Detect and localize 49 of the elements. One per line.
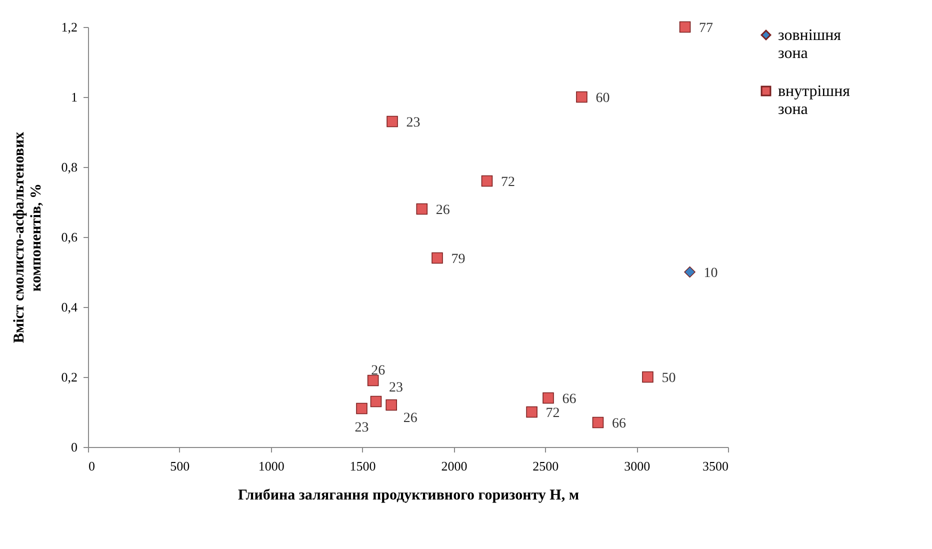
y-tick-label: 0	[71, 440, 78, 454]
point	[526, 406, 538, 418]
annotation: 77	[699, 21, 714, 36]
point	[542, 392, 554, 404]
point	[432, 252, 443, 264]
y-tick-label: 1	[71, 90, 78, 104]
point	[679, 21, 691, 33]
y-tick-label: 0,2	[61, 370, 78, 384]
annotation: 10	[704, 266, 718, 281]
annotation: 66	[612, 416, 626, 432]
annotation: 23	[406, 116, 420, 130]
point	[416, 203, 428, 215]
y-axis-title: Вміст смолисто-асфальтенових компонентів, %	[11, 131, 44, 344]
point	[386, 116, 398, 128]
point	[386, 399, 398, 411]
y-tick-label: 1,2	[61, 20, 78, 34]
x-tick-label: 0	[88, 458, 95, 474]
annotation: 79	[451, 252, 466, 267]
annotation: 26	[436, 203, 450, 218]
annotation: 66	[562, 392, 576, 407]
legend-label: внутрішня зона	[778, 83, 851, 118]
point	[356, 402, 368, 414]
point	[576, 91, 588, 103]
annotation: 72	[500, 175, 515, 190]
point	[370, 396, 382, 408]
point	[367, 374, 379, 386]
x-tick-label: 3500	[702, 458, 728, 474]
legend-label: зовнішня зона	[778, 27, 842, 62]
y-tick-label: 0,8	[61, 160, 78, 174]
x-axis-title: Глибина залягання продуктивного горизонту H, м	[238, 488, 580, 504]
x-tick-label: 3000	[624, 458, 650, 474]
annotation: 26	[371, 364, 386, 378]
annotation: 72	[546, 406, 560, 421]
y-tick-label: 0,4	[61, 300, 78, 314]
annotation: 60	[596, 91, 610, 106]
point	[642, 371, 654, 383]
annotation: 23	[354, 420, 369, 436]
x-tick-label: 2500	[532, 458, 559, 474]
y-tick-label: 0,6	[61, 230, 78, 244]
annotation: 26	[403, 411, 418, 426]
x-tick-label: 1500	[350, 458, 376, 474]
annotation: 23	[389, 380, 403, 396]
point	[684, 266, 696, 278]
annotation: 50	[662, 371, 676, 386]
x-tick-label: 2000	[441, 458, 468, 474]
point	[592, 416, 604, 428]
x-tick-label: 1000	[258, 458, 284, 474]
x-tick-label: 500	[170, 458, 190, 474]
point	[481, 175, 493, 187]
